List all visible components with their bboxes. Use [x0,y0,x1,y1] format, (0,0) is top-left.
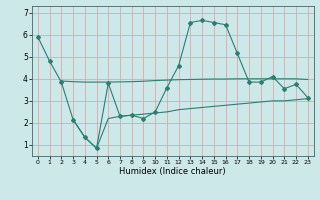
X-axis label: Humidex (Indice chaleur): Humidex (Indice chaleur) [119,167,226,176]
